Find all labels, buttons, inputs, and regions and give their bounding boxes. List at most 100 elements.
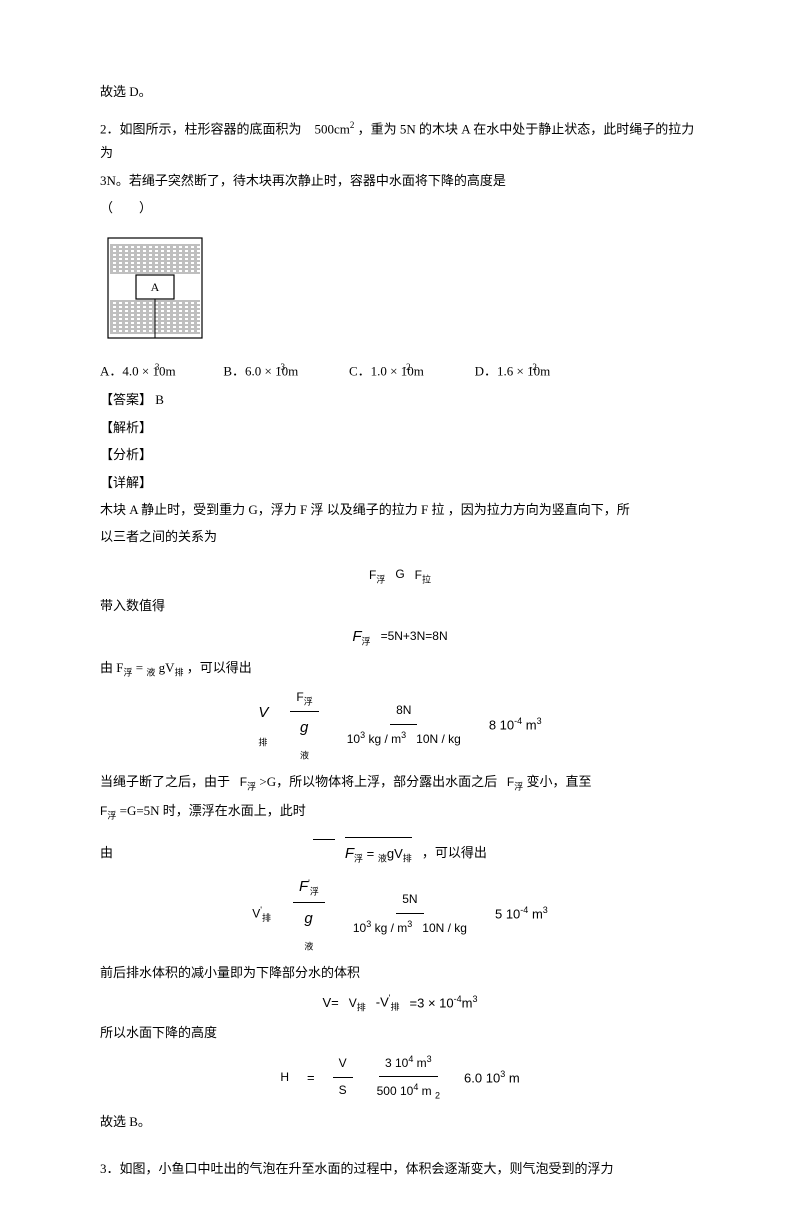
q3-stem: 3．如图，小鱼口中吐出的气泡在升至水面的过程中，体积会逐渐变大，则气泡受到的浮力 [100,1157,700,1180]
d5c: >G，所以物体将上浮，部分露出水面之后 [259,774,497,789]
q2-conclusion: 故选 B。 [100,1110,700,1133]
eq3-rho: 液 [300,751,309,761]
q2-paren: （ ） [100,196,700,219]
eq7-ds: S [333,1078,353,1102]
eq7-due: 2 [435,1091,440,1101]
d5b: F [240,775,247,789]
eq3-d3: 10N / kg [416,732,461,746]
detail-line4: 由 F浮 = 液 gV排 ，可以得出 [100,656,700,681]
eq5-d3: 10N / kg [422,921,467,935]
eq4-gv: gV [387,846,403,861]
eq3-vsub: 排 [258,738,267,748]
opt-d: D．1.6 × 10m -2 [475,359,561,383]
d7: 由 [100,841,113,864]
eq7-h: H [280,1067,289,1089]
eq5-d2e: 3 [407,919,412,929]
opt-d-text: D．1.6 × 10m [475,363,551,378]
eq1: F浮 G F拉 [100,563,700,588]
eq3-frac2: 8N 103 kg / m3 10N / kg [341,700,467,750]
eq7-nue: 3 [427,1054,432,1064]
eq5-rho: 液 [304,942,313,952]
eq4-rho: 液 [378,854,387,864]
eq7-result: 6.0 103 m [464,1066,520,1090]
opt-a-exp: 3 [155,362,160,372]
eq5-nf: F [299,878,308,895]
eq2-rhs: =5N+3N=8N [381,626,448,648]
eq3-d2: kg / m [368,732,401,746]
eq7-nv2: 3 10 [385,1056,408,1070]
q2-stem-line2: 3N。若绳子突然断了，待木块再次静止时，容器中水面将下降的高度是 [100,169,700,192]
eq7-rv: 6.0 10 [464,1070,500,1085]
jiexi-label: 【解析】 [100,416,700,439]
eq6-v2s: 排 [391,1002,400,1012]
eq6-v1: V [349,996,357,1010]
eq7-frac1: V S [333,1053,353,1101]
eq4-fs: 浮 [354,854,363,864]
eq5-re: -4 [520,905,528,915]
eq3-fsub: 浮 [304,696,313,706]
eq7-ru: m [509,1070,520,1085]
opt-b: B．6.0 × 10m -3 [223,359,309,383]
d6s: 浮 [107,810,116,820]
d5a: 当绳子断了之后，由于 [100,774,230,789]
eq7-re: 3 [500,1069,505,1079]
eq5-rue: 3 [543,905,548,915]
q2-tension: 3N。若绳子突然断了，待木块再次静止时，容器中水面将下降的高度是 [100,173,506,188]
eq5-rv: 5 10 [495,907,520,922]
eq1-f2: F [415,568,422,582]
eq7-ne: 4 [408,1054,413,1064]
eq3-d2e: 3 [401,730,406,740]
eq3-rv: 8 10 [489,718,514,733]
d6b: =G=5N 时，漂浮在水面上，此时 [120,803,306,818]
eq6-e: -4 [454,994,462,1004]
container-diagram: A [100,233,210,343]
d4-fu: 浮 [123,668,132,678]
eq7-dv: 500 10 [377,1084,414,1098]
d4-rho: 液 [146,668,155,678]
eq5-ru: m [532,907,543,922]
eq7-eq: = [307,1066,315,1089]
eq5-result: 5 10-4 m3 [495,902,548,926]
eq7-nu: m [417,1056,427,1070]
eq6-ue: 3 [472,994,477,1004]
eq2: F浮 =5N+3N=8N [100,623,700,650]
eq3-d1: 10 [347,732,360,746]
opt-b-text: B．6.0 × 10m [223,363,298,378]
eq5: V'排 F'浮 g液 5N 103 kg / m3 10N / kg 5 10-… [100,873,700,955]
detail-line2: 以三者之间的关系为 [100,525,700,548]
xiangjie-label: 【详解】 [100,471,700,494]
eq3-rue: 3 [537,716,542,726]
opt-b-exp: -3 [277,362,285,372]
eq1-sub1: 浮 [376,574,385,584]
detail-line5: 当绳子断了之后，由于 F浮 >G，所以物体将上浮，部分露出水面之后 F浮 变小，… [100,770,700,795]
eq6-v: V= [322,991,338,1014]
d5e: 变小，直至 [526,774,591,789]
q2-area: 500cm [315,122,350,137]
eq2-sub: 浮 [362,637,371,647]
eq6-u: m [462,995,473,1010]
eq2-f: F [352,628,361,645]
eq4-pai: 排 [403,854,412,864]
eq3-v: V [258,704,268,721]
eq5-frac2: 5N 103 kg / m3 10N / kg [347,889,473,939]
eq3: V排 F浮 g液 8N 103 kg / m3 10N / kg 8 10-4 … [100,687,700,764]
eq6-eq: =3 × 10 [410,995,454,1010]
opt-c-exp: -2 [403,362,411,372]
eq7-du: m [422,1084,432,1098]
prev-conclusion: 故选 D。 [100,80,700,103]
q2-stem-part1: 2．如图所示，柱形容器的底面积为 [100,122,302,137]
detail-line1: 木块 A 静止时，受到重力 G，浮力 F 浮 以及绳子的拉力 F 拉 ，因为拉力… [100,498,700,521]
q2-options: A．4.0 × 10m 3 B．6.0 × 10m -3 C．1.0 × 10m… [100,359,700,383]
eq6-m: -V [376,995,389,1010]
detail-line9: 所以水面下降的高度 [100,1021,700,1044]
eq6: V= V排 -V'排 =3 × 10-4m3 [100,990,700,1015]
fenxi-label: 【分析】 [100,443,700,466]
eq5-ns: 浮 [310,887,319,897]
eq3-num: 8N [390,700,417,725]
svg-text:A: A [151,280,160,294]
eq6-v1s: 排 [357,1002,366,1012]
eq5-d1e: 3 [366,919,371,929]
d5ds: 浮 [514,781,523,791]
eq3-result: 8 10-4 m3 [489,713,542,737]
eq4-eq: = [367,846,378,861]
